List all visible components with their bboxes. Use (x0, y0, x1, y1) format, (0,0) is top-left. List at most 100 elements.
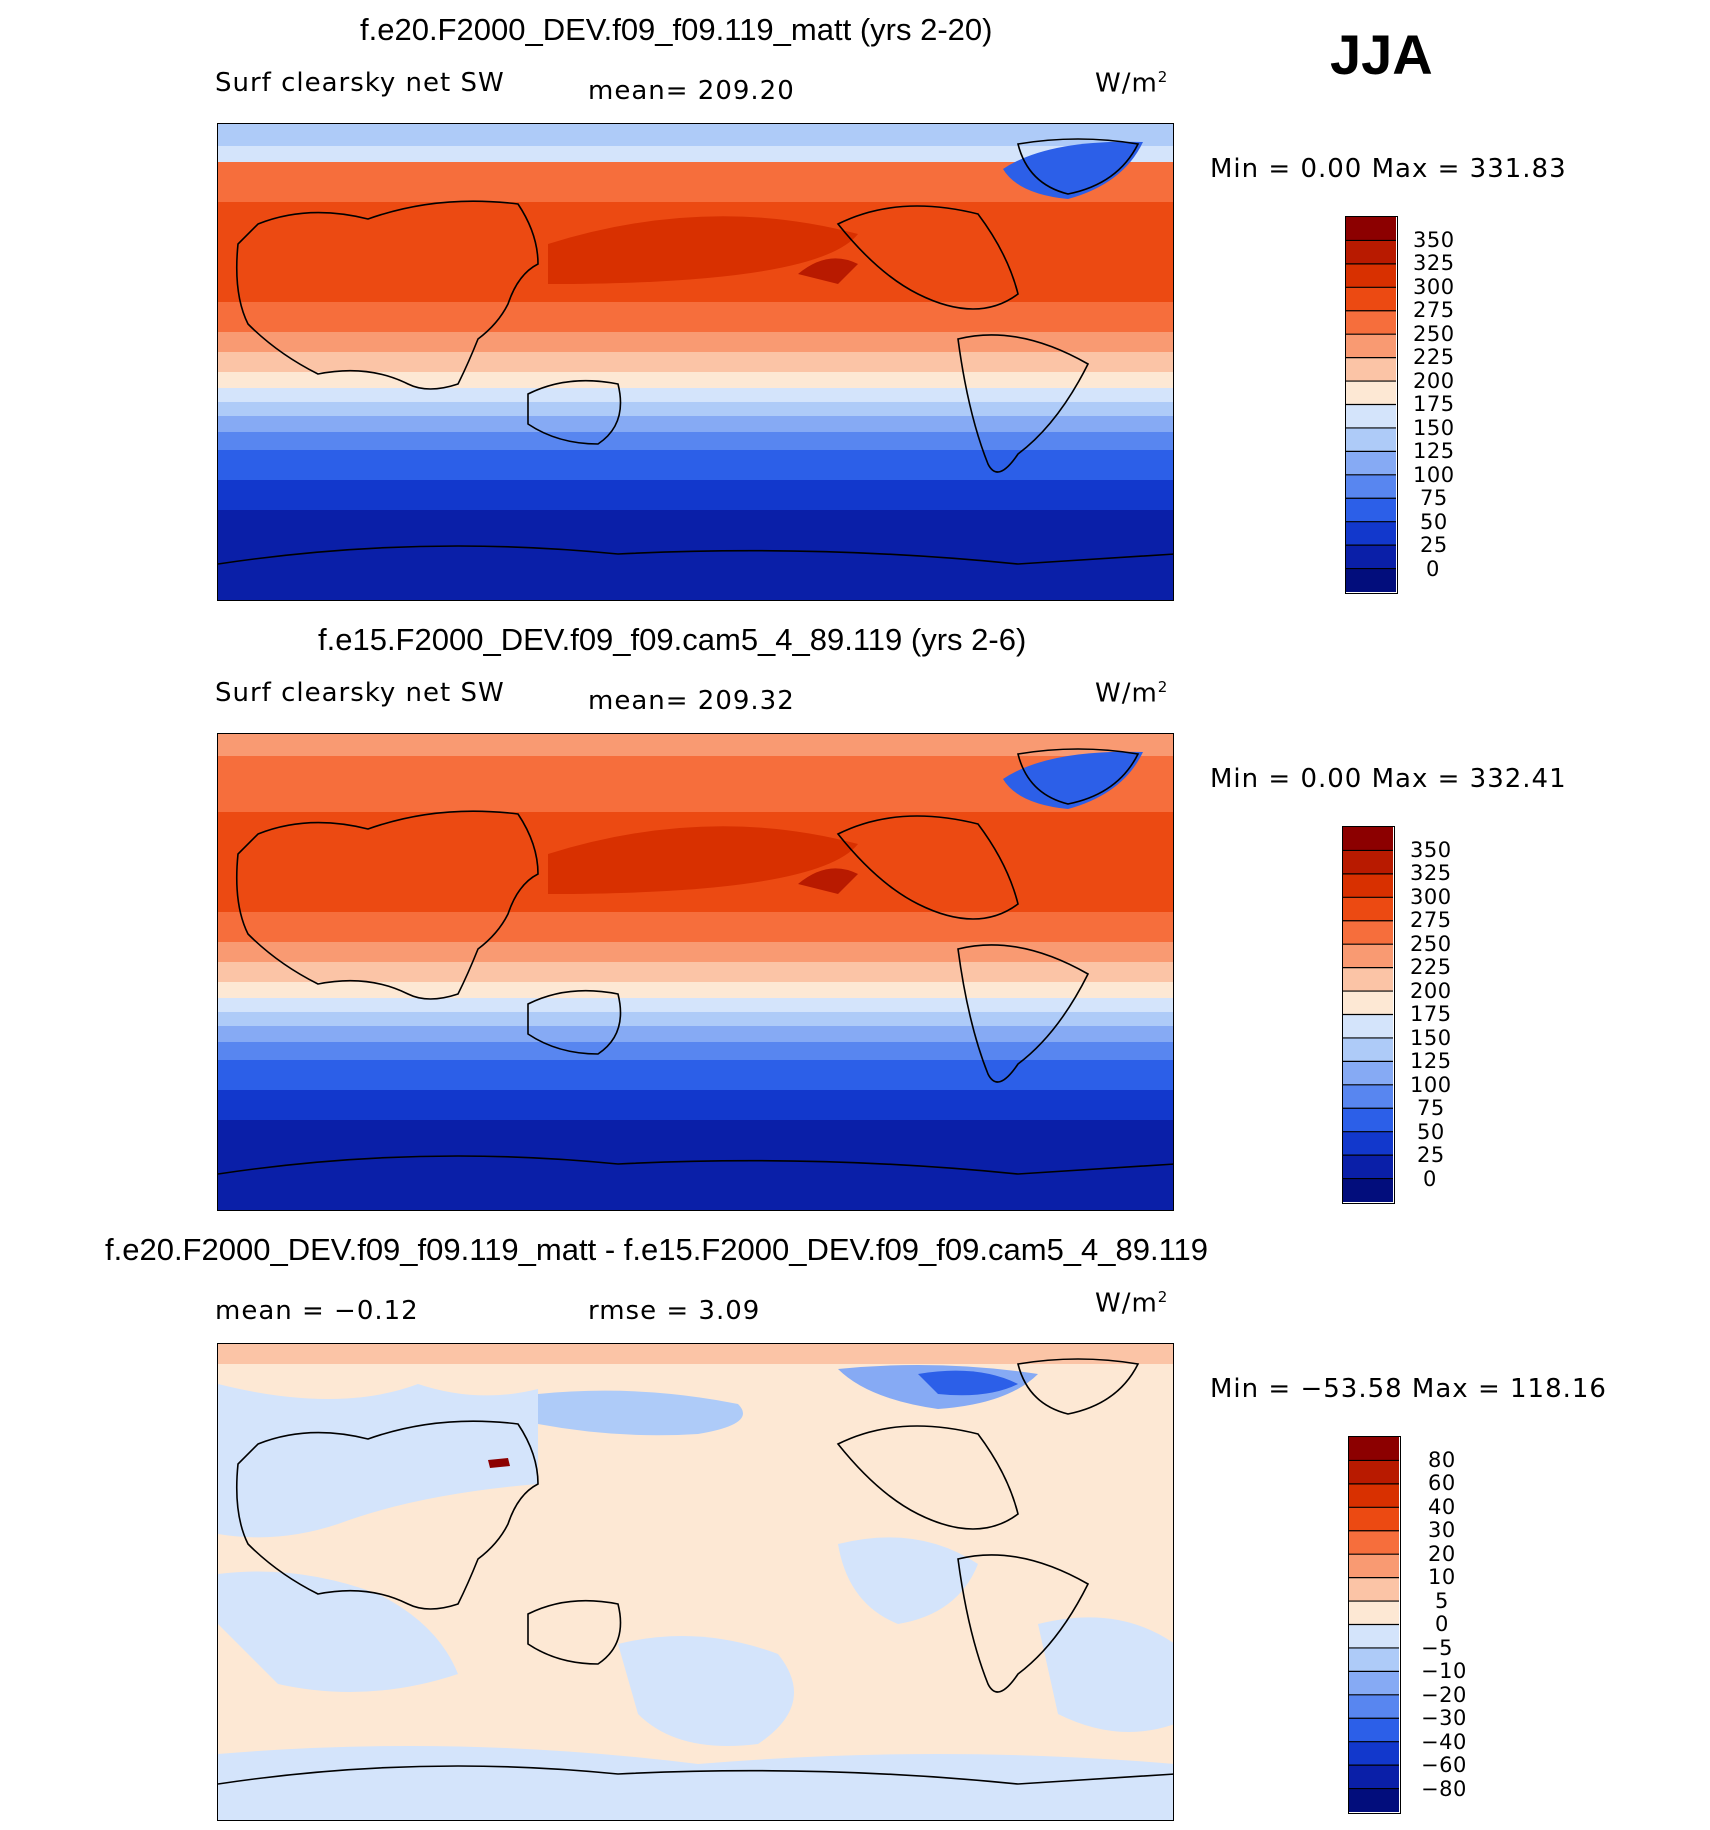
panel1-tick: 275 (1413, 298, 1455, 322)
panel2-tick: 275 (1410, 908, 1452, 932)
panel2-tick: 225 (1410, 955, 1452, 979)
colorbar-swatch (1349, 1765, 1399, 1790)
colorbar-swatch (1343, 827, 1393, 851)
panel3-tick: −10 (1421, 1659, 1467, 1683)
colorbar-swatch (1349, 1554, 1399, 1579)
colorbar-swatch (1343, 1178, 1393, 1202)
panel3-tick: 80 (1428, 1448, 1456, 1472)
panel3-tick: 0 (1435, 1612, 1449, 1636)
panel1-tick: 175 (1413, 392, 1455, 416)
panel2-tick: 175 (1410, 1002, 1452, 1026)
panel1-tick: 100 (1413, 463, 1455, 487)
panel1-tick: 125 (1413, 439, 1455, 463)
panel2-units-label: W/m2 (1095, 678, 1169, 709)
panel2-tick: 250 (1410, 932, 1452, 956)
panel3-tick: 20 (1428, 1542, 1456, 1566)
colorbar-swatch (1343, 850, 1393, 875)
panel2-title: f.e15.F2000_DEV.f09_f09.cam5_4_89.119 (y… (318, 622, 1027, 657)
panel3-tick: −40 (1421, 1730, 1467, 1754)
colorbar-swatch (1349, 1741, 1399, 1766)
colorbar-swatch (1349, 1624, 1399, 1649)
panel3-mean-label: mean = −0.12 (215, 1296, 419, 1326)
panel2-tick: 75 (1417, 1096, 1445, 1120)
season-label: JJA (1330, 23, 1433, 86)
panel2-tick: 350 (1410, 838, 1452, 862)
colorbar-swatch (1349, 1530, 1399, 1555)
colorbar-swatch (1343, 1155, 1393, 1180)
panel1-tick: 225 (1413, 345, 1455, 369)
panel2-minmax-label: Min = 0.00 Max = 332.41 (1210, 764, 1567, 794)
panel1-tick: 150 (1413, 416, 1455, 440)
colorbar-swatch (1346, 474, 1396, 499)
panel3-colorbar (1348, 1436, 1401, 1814)
colorbar-swatch (1343, 897, 1393, 922)
colorbar-swatch (1346, 263, 1396, 288)
panel1-tick: 200 (1413, 369, 1455, 393)
panel1-tick: 25 (1420, 533, 1448, 557)
panel3-tick: −30 (1421, 1706, 1467, 1730)
colorbar-swatch (1346, 427, 1396, 452)
colorbar-swatch (1343, 873, 1393, 898)
colorbar-swatch (1343, 1084, 1393, 1109)
panel2-colorbar (1342, 826, 1395, 1204)
colorbar-swatch (1349, 1507, 1399, 1532)
colorbar-swatch (1346, 334, 1396, 359)
panel2-tick: 100 (1410, 1073, 1452, 1097)
colorbar-swatch (1349, 1577, 1399, 1602)
panel3-tick: 10 (1428, 1565, 1456, 1589)
panel1-title: f.e20.F2000_DEV.f09_f09.119_matt (yrs 2-… (360, 12, 993, 47)
colorbar-swatch (1349, 1601, 1399, 1625)
panel3-tick: −60 (1421, 1753, 1467, 1777)
panel3-tick: 60 (1428, 1471, 1456, 1495)
panel3-tick: 30 (1428, 1518, 1456, 1542)
panel2-variable-label: Surf clearsky net SW (215, 678, 505, 708)
panel3-tick: −20 (1421, 1683, 1467, 1707)
panel3-tick: 5 (1435, 1589, 1449, 1613)
panel1-minmax-label: Min = 0.00 Max = 331.83 (1210, 154, 1567, 184)
panel1-tick: 325 (1413, 251, 1455, 275)
colorbar-swatch (1349, 1437, 1399, 1461)
colorbar-swatch (1346, 381, 1396, 405)
panel3-tick: −5 (1421, 1636, 1453, 1660)
panel1-mean-label: mean= 209.20 (588, 76, 795, 106)
colorbar-swatch (1343, 1131, 1393, 1156)
panel1-tick: 350 (1413, 228, 1455, 252)
colorbar-swatch (1346, 240, 1396, 265)
colorbar-swatch (1346, 568, 1396, 592)
colorbar-swatch (1346, 310, 1396, 335)
colorbar-swatch (1349, 1483, 1399, 1508)
colorbar-swatch (1349, 1718, 1399, 1743)
panel3-tick: −80 (1421, 1777, 1467, 1801)
colorbar-swatch (1343, 967, 1393, 992)
colorbar-swatch (1346, 404, 1396, 429)
colorbar-swatch (1346, 521, 1396, 546)
panel2-tick: 325 (1410, 861, 1452, 885)
panel2-tick: 125 (1410, 1049, 1452, 1073)
colorbar-swatch (1343, 991, 1393, 1015)
panel2-tick: 300 (1410, 885, 1452, 909)
panel1-tick: 50 (1420, 510, 1448, 534)
panel3-map (217, 1343, 1174, 1821)
panel3-rmse-label: rmse = 3.09 (588, 1296, 761, 1326)
panel2-mean-label: mean= 209.32 (588, 686, 795, 716)
panel1-colorbar (1345, 216, 1398, 594)
colorbar-swatch (1346, 287, 1396, 312)
panel1-map (217, 123, 1174, 601)
panel3-tick: 40 (1428, 1495, 1456, 1519)
colorbar-swatch (1343, 1037, 1393, 1062)
colorbar-swatch (1343, 920, 1393, 945)
colorbar-swatch (1346, 451, 1396, 476)
colorbar-swatch (1343, 1108, 1393, 1133)
panel1-tick: 0 (1426, 557, 1440, 581)
panel2-map (217, 733, 1174, 1211)
panel2-tick: 150 (1410, 1026, 1452, 1050)
colorbar-swatch (1349, 1671, 1399, 1696)
colorbar-swatch (1349, 1647, 1399, 1672)
colorbar-swatch (1343, 1014, 1393, 1039)
panel1-tick: 300 (1413, 275, 1455, 299)
colorbar-swatch (1346, 498, 1396, 523)
panel2-tick: 50 (1417, 1120, 1445, 1144)
colorbar-swatch (1343, 1061, 1393, 1086)
colorbar-swatch (1349, 1460, 1399, 1485)
panel3-minmax-label: Min = −53.58 Max = 118.16 (1210, 1374, 1607, 1404)
